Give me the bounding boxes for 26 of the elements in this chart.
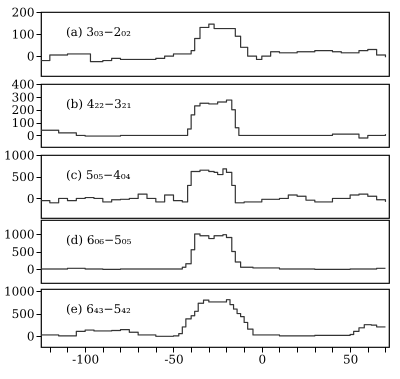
- x-tick-label: 0: [258, 352, 266, 366]
- annotation: (e) 6₄₃−5₄₂: [66, 302, 132, 316]
- y-tick-label: 1000: [4, 148, 34, 162]
- annotation: (b) 4₂₂−3₂₁: [66, 97, 132, 111]
- y-tick-label: 100: [12, 116, 34, 130]
- y-tick-label: 300: [12, 90, 34, 104]
- x-tick-label: -50: [164, 352, 184, 366]
- y-tick-label: 1000: [4, 284, 34, 299]
- annotation: (d) 6₀₆−5₀₅: [66, 233, 132, 247]
- y-tick-label: 200: [12, 103, 34, 118]
- y-tick-label: 0: [26, 50, 34, 64]
- annotation: (c) 5₀₅−4₀₄: [66, 168, 131, 182]
- y-tick-label: 0: [26, 128, 34, 143]
- y-tick-label: 0: [26, 192, 34, 206]
- y-tick-label: 400: [12, 78, 34, 92]
- y-tick-label: 500: [12, 245, 34, 259]
- y-tick-label: 200: [12, 6, 34, 20]
- y-tick-label: 500: [12, 170, 34, 184]
- y-tick-label: 0: [26, 262, 34, 276]
- x-tick-label: -100: [72, 352, 100, 366]
- y-tick-label: 500: [12, 307, 34, 322]
- x-tick-label: 50: [342, 352, 358, 366]
- y-tick-label: 100: [12, 28, 34, 42]
- y-tick-label: 1000: [4, 228, 34, 242]
- y-tick-label: 0: [26, 329, 34, 344]
- annotation: (a) 3₀₃−2₀₂: [66, 25, 132, 39]
